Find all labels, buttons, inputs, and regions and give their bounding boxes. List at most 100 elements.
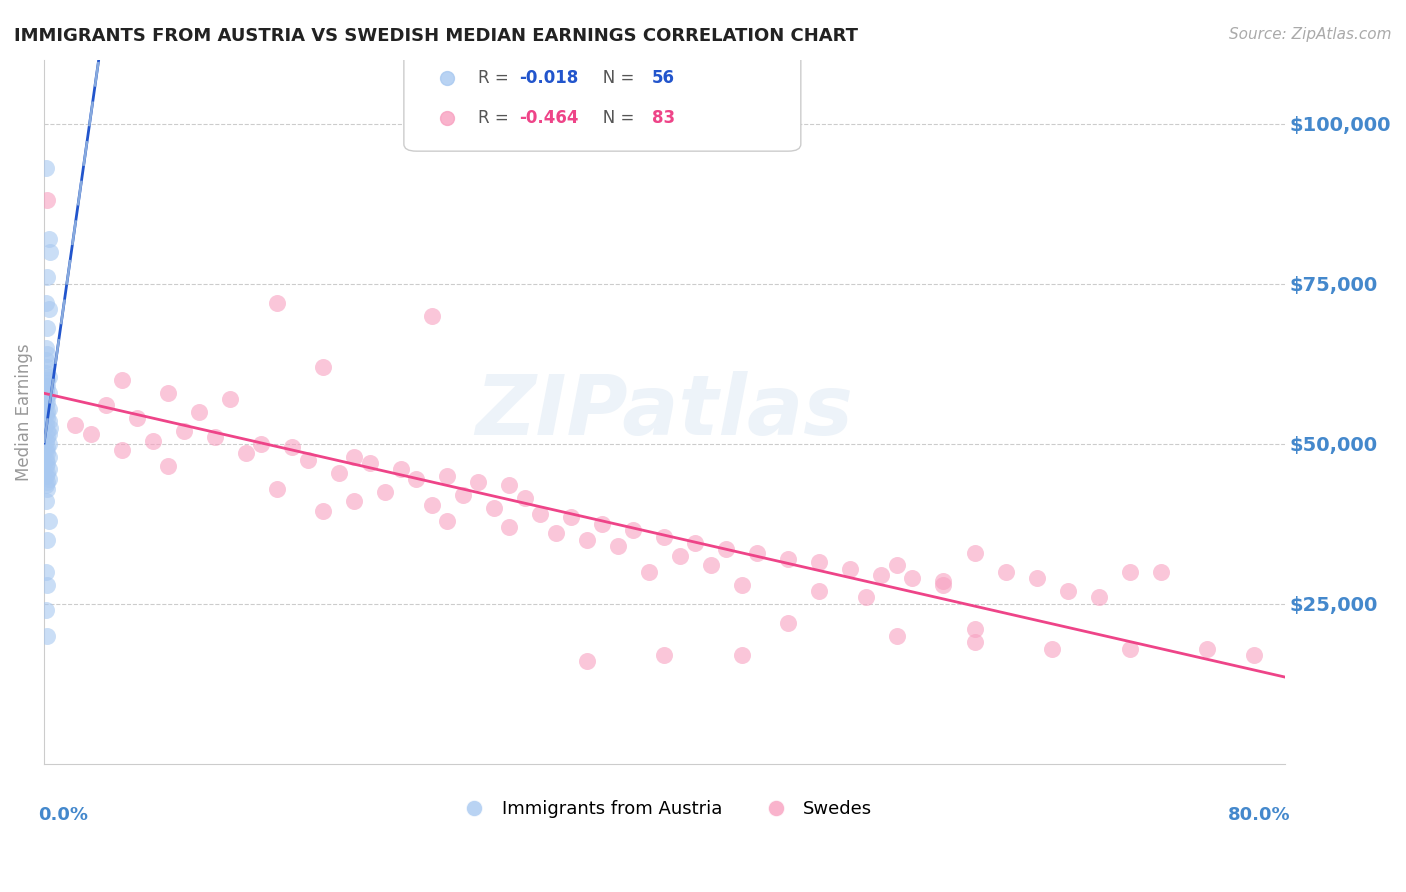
Point [37,321,59,335]
Point [219,392,242,406]
Text: -0.464: -0.464 [519,110,579,128]
Point [37,411,59,425]
Point [34,452,56,467]
Point [37,475,59,490]
Point [1056,584,1078,599]
Point [37,347,59,361]
Point [1118,565,1140,579]
Point [38,472,60,486]
Point [37,446,59,460]
Point [34,296,56,310]
Point [467,475,489,490]
Point [250,436,273,450]
Point [34,341,56,355]
Point [34,366,56,380]
Point [37,270,59,285]
Point [142,434,165,448]
Text: ZIPatlas: ZIPatlas [475,371,853,452]
Point [747,545,769,559]
Point [963,545,986,559]
Point [716,542,738,557]
Point [38,436,60,450]
Point [38,385,60,400]
Point [37,359,59,374]
Point [932,574,955,589]
Point [79,427,101,442]
Text: N =: N = [588,70,640,87]
Point [34,382,56,396]
Point [451,488,474,502]
Point [606,539,628,553]
Point [654,648,676,662]
Point [436,468,458,483]
Point [111,443,134,458]
Point [37,533,59,547]
Text: 56: 56 [652,70,675,87]
Point [34,434,56,448]
Point [963,623,986,637]
Point [37,466,59,480]
Point [359,456,381,470]
Point [839,561,862,575]
Point [37,424,59,438]
Point [312,359,335,374]
Point [778,615,800,630]
Text: R =: R = [478,110,515,128]
Point [38,414,60,428]
Point [37,577,59,591]
Point [188,405,211,419]
Point [1243,648,1265,662]
Point [34,392,56,406]
Point [38,232,60,246]
Point [654,530,676,544]
Point [37,405,59,419]
Point [731,577,754,591]
Point [281,440,304,454]
Point [37,379,59,393]
Point [901,571,924,585]
FancyBboxPatch shape [404,45,801,151]
Point [963,635,986,649]
Point [235,446,257,460]
Point [63,417,86,432]
Legend: Immigrants from Austria, Swedes: Immigrants from Austria, Swedes [449,793,880,825]
Point [111,373,134,387]
Point [38,369,60,384]
Point [37,482,59,496]
Point [886,629,908,643]
Point [37,430,59,444]
Point [575,654,598,668]
Text: -0.018: -0.018 [519,70,578,87]
Text: 80.0%: 80.0% [1229,806,1291,824]
Point [389,462,412,476]
Point [37,194,59,208]
Point [560,510,582,524]
Point [870,568,893,582]
Point [591,516,613,531]
Point [34,417,56,432]
Point [1149,565,1171,579]
Point [34,353,56,368]
Point [34,494,56,508]
Point [173,424,195,438]
Point [37,456,59,470]
Point [1040,641,1063,656]
Point [34,161,56,176]
Point [39,244,62,259]
Point [1197,641,1219,656]
Point [637,565,659,579]
Point [34,459,56,474]
Point [1025,571,1047,585]
Text: N =: N = [588,110,640,128]
Point [328,466,350,480]
Point [374,484,396,499]
Point [38,462,60,476]
Point [685,536,707,550]
Point [34,468,56,483]
Point [127,411,149,425]
Text: IMMIGRANTS FROM AUSTRIA VS SWEDISH MEDIAN EARNINGS CORRELATION CHART: IMMIGRANTS FROM AUSTRIA VS SWEDISH MEDIA… [14,27,858,45]
Point [731,648,754,662]
Point [778,552,800,566]
Point [34,398,56,412]
Point [34,565,56,579]
